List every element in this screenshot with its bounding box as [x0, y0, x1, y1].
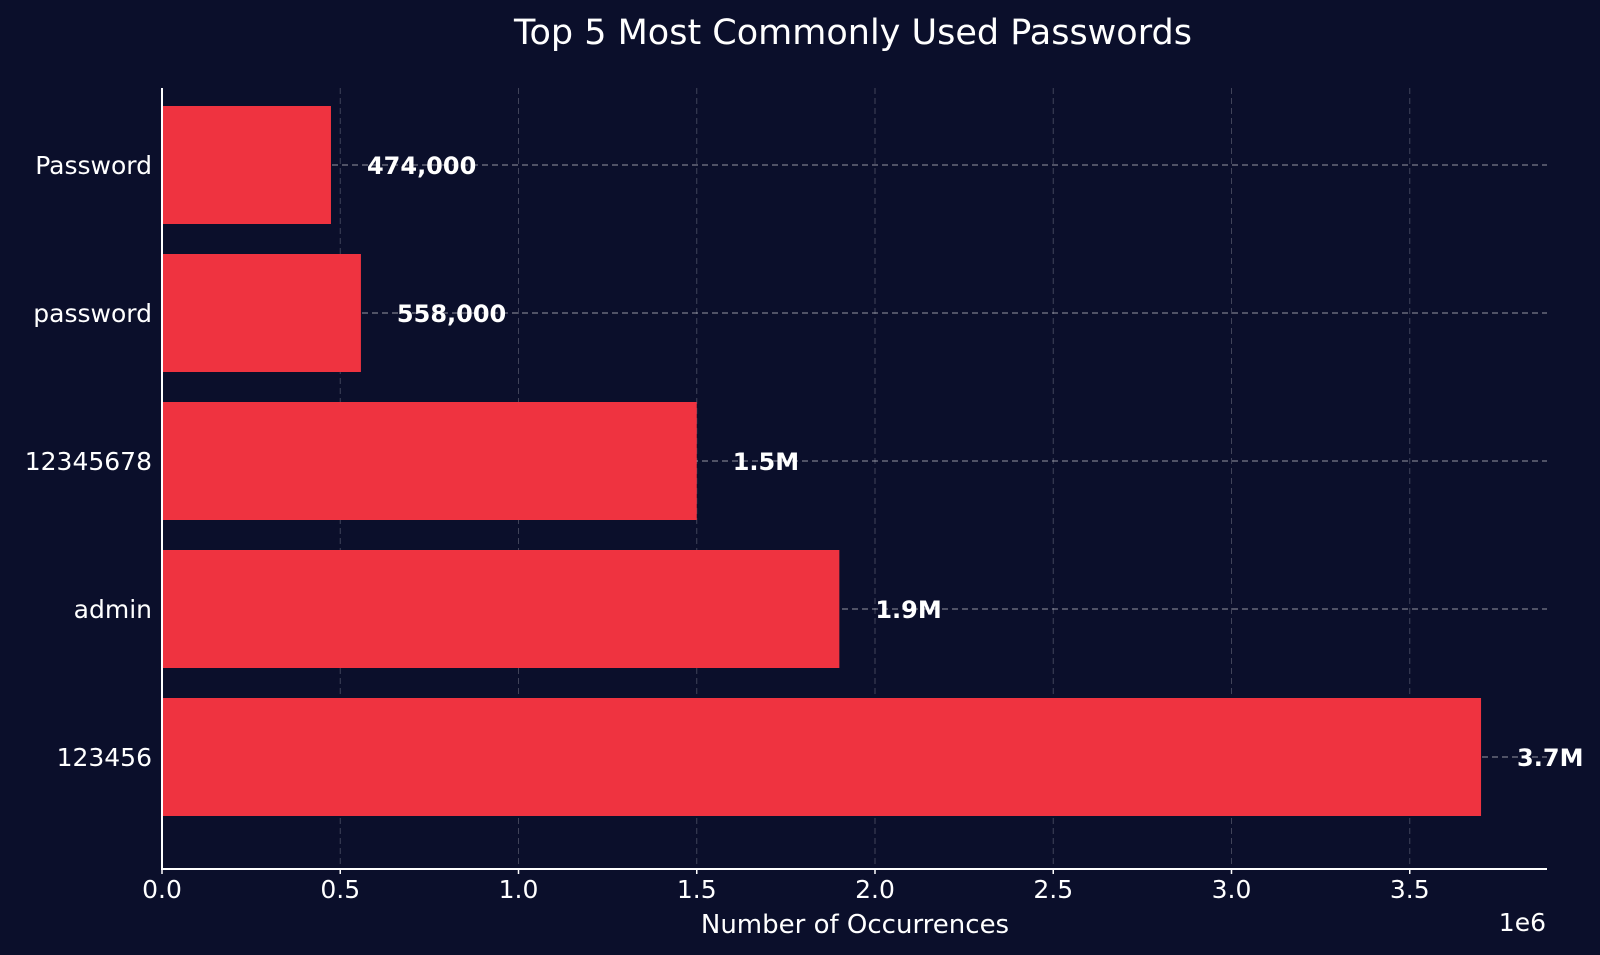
chart-title: Top 5 Most Commonly Used Passwords — [513, 13, 1192, 53]
x-tick-label: 3.5 — [1390, 875, 1430, 904]
y-tick-label: password — [33, 299, 152, 328]
bar-value-label: 1.5M — [733, 448, 799, 476]
x-tick-label: 3.0 — [1212, 875, 1252, 904]
x-tick-label: 1.5 — [677, 875, 717, 904]
x-tick-label: 2.5 — [1033, 875, 1073, 904]
y-tick-label: admin — [74, 595, 152, 624]
bar-value-label: 1.9M — [875, 596, 941, 624]
x-tick-label: 0.5 — [320, 875, 360, 904]
x-axis-offset-label: 1e6 — [1499, 908, 1546, 937]
x-tick-labels: 0.0 0.5 1.0 1.5 2.0 2.5 3.0 3.5 — [142, 869, 1430, 904]
bar-value-label: 474,000 — [367, 152, 476, 180]
x-tick-label: 0.0 — [142, 875, 182, 904]
bar — [162, 402, 697, 520]
bar — [162, 698, 1481, 816]
bar-value-label: 3.7M — [1517, 744, 1583, 772]
y-tick-label: 123456 — [57, 743, 152, 772]
bar — [162, 106, 331, 224]
y-tick-label: 12345678 — [25, 447, 152, 476]
y-tick-labels: Password password 12345678 admin 123456 — [25, 151, 152, 772]
bar-value-label: 558,000 — [397, 300, 506, 328]
x-axis-label: Number of Occurrences — [701, 910, 1009, 940]
bar — [162, 550, 839, 668]
y-tick-label: Password — [35, 151, 152, 180]
x-tick-label: 2.0 — [855, 875, 895, 904]
x-tick-label: 1.0 — [499, 875, 539, 904]
bar — [162, 254, 361, 372]
